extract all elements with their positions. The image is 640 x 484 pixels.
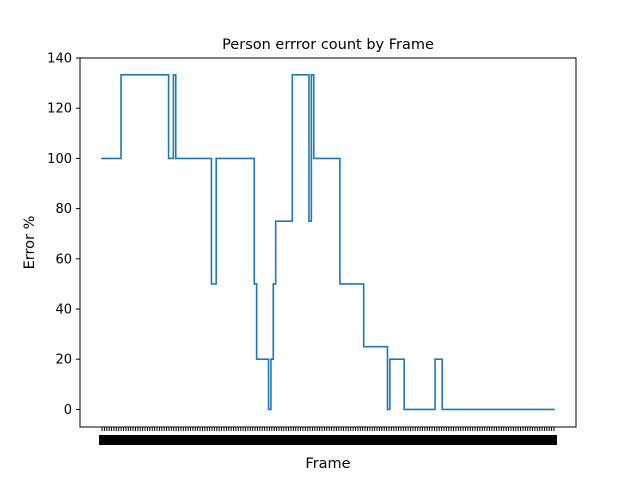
x-axis-tick-labels (99, 435, 557, 445)
y-axis-label: Error % (22, 216, 38, 270)
y-tick-label: 0 (64, 403, 72, 418)
series-line (101, 74, 555, 411)
y-tick-label: 100 (47, 152, 72, 167)
series-layer (101, 74, 555, 411)
y-tick-label: 80 (55, 202, 72, 217)
y-tick-label: 120 (47, 102, 72, 117)
plot-area (80, 58, 576, 427)
plot-frame (79, 57, 577, 428)
y-tick-label: 140 (47, 52, 72, 67)
y-tick-label: 60 (55, 252, 72, 267)
x-axis-label: Frame (305, 456, 350, 472)
x-tick-label (551, 435, 557, 445)
x-axis-ticks (101, 427, 555, 431)
chart-title: Person errror count by Frame (222, 37, 434, 53)
y-tick-label: 40 (55, 303, 72, 318)
y-axis-ticks: 0 20 40 60 80 100 120 140 (47, 52, 80, 418)
y-tick-label: 20 (55, 353, 72, 368)
